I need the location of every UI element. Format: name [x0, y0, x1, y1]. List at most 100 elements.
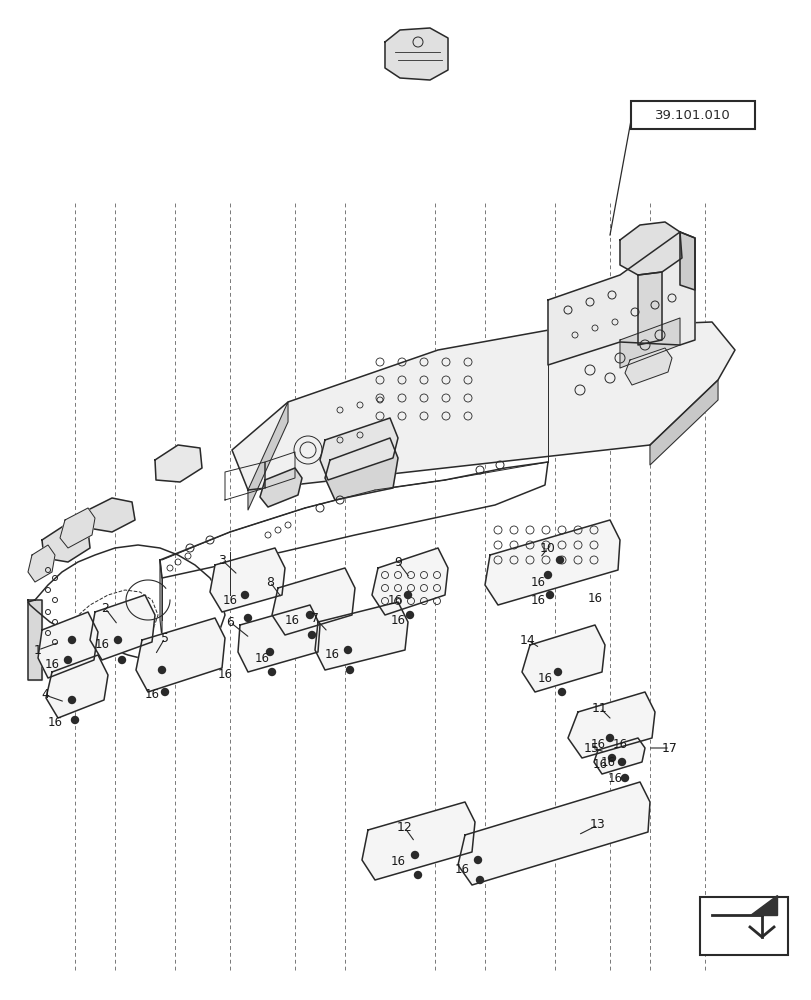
- Circle shape: [161, 688, 169, 696]
- Polygon shape: [315, 602, 407, 670]
- Polygon shape: [238, 605, 320, 672]
- Text: 16: 16: [454, 863, 469, 876]
- Polygon shape: [568, 692, 654, 758]
- Text: 16: 16: [217, 668, 232, 682]
- Circle shape: [114, 636, 122, 644]
- Circle shape: [474, 856, 481, 863]
- Polygon shape: [457, 782, 649, 885]
- Circle shape: [241, 591, 248, 598]
- Circle shape: [118, 656, 126, 664]
- Polygon shape: [232, 322, 734, 490]
- Bar: [699, 897, 787, 955]
- Polygon shape: [324, 438, 397, 500]
- Polygon shape: [28, 545, 55, 582]
- Circle shape: [71, 716, 79, 723]
- Text: 14: 14: [520, 634, 535, 646]
- Polygon shape: [46, 655, 108, 718]
- Polygon shape: [547, 232, 694, 365]
- Text: 1: 1: [34, 644, 42, 656]
- Circle shape: [406, 611, 413, 618]
- Polygon shape: [88, 498, 135, 532]
- Text: 16: 16: [390, 613, 405, 626]
- Polygon shape: [620, 222, 681, 275]
- Text: 17: 17: [661, 741, 677, 754]
- Circle shape: [544, 572, 551, 578]
- Polygon shape: [620, 318, 679, 368]
- Polygon shape: [521, 625, 604, 692]
- Text: 16: 16: [254, 652, 269, 664]
- Text: 12: 12: [397, 821, 412, 834]
- Circle shape: [344, 646, 351, 654]
- Polygon shape: [594, 738, 644, 774]
- Circle shape: [64, 656, 71, 664]
- Text: 2: 2: [101, 601, 109, 614]
- Polygon shape: [362, 802, 474, 880]
- Text: 16: 16: [611, 738, 627, 752]
- Text: 16: 16: [284, 613, 299, 626]
- Text: 9: 9: [393, 556, 401, 568]
- Circle shape: [266, 648, 273, 656]
- Circle shape: [68, 636, 75, 644]
- Text: 5: 5: [161, 632, 169, 644]
- Text: 16: 16: [144, 688, 159, 702]
- Circle shape: [244, 614, 251, 621]
- Text: 6: 6: [225, 615, 234, 628]
- Circle shape: [558, 688, 564, 696]
- Polygon shape: [272, 568, 354, 635]
- Polygon shape: [371, 548, 448, 615]
- Text: 16: 16: [47, 715, 62, 728]
- Text: 16: 16: [607, 772, 622, 784]
- Polygon shape: [624, 348, 672, 385]
- Circle shape: [411, 851, 418, 858]
- Text: 16: 16: [222, 593, 237, 606]
- Text: 7: 7: [311, 611, 319, 624]
- Polygon shape: [210, 548, 285, 612]
- FancyBboxPatch shape: [630, 101, 754, 129]
- Text: 16: 16: [390, 855, 405, 868]
- Circle shape: [306, 611, 313, 618]
- Text: 16: 16: [587, 591, 602, 604]
- Text: 3: 3: [218, 554, 225, 566]
- Circle shape: [404, 591, 411, 598]
- Circle shape: [158, 666, 165, 674]
- Polygon shape: [28, 600, 42, 680]
- Polygon shape: [155, 445, 202, 482]
- Circle shape: [618, 758, 624, 766]
- Polygon shape: [260, 468, 302, 507]
- Polygon shape: [484, 520, 620, 605]
- Text: 39.101.010: 39.101.010: [654, 109, 730, 122]
- Text: 16: 16: [530, 593, 545, 606]
- Text: 16: 16: [45, 658, 59, 672]
- Circle shape: [476, 876, 483, 884]
- Text: 16: 16: [94, 638, 109, 652]
- Text: 10: 10: [539, 542, 556, 554]
- Circle shape: [268, 668, 275, 676]
- Polygon shape: [160, 560, 162, 638]
- Circle shape: [556, 556, 563, 564]
- Text: 16: 16: [537, 672, 551, 684]
- Text: 16: 16: [530, 576, 545, 588]
- Circle shape: [620, 774, 628, 782]
- Polygon shape: [90, 595, 155, 660]
- Polygon shape: [749, 895, 776, 915]
- Polygon shape: [42, 525, 90, 562]
- Polygon shape: [649, 380, 717, 465]
- Polygon shape: [135, 618, 225, 692]
- Circle shape: [308, 632, 315, 638]
- Text: 16: 16: [600, 756, 615, 768]
- Text: 16: 16: [387, 593, 402, 606]
- Polygon shape: [60, 508, 95, 548]
- Text: 11: 11: [591, 702, 607, 714]
- Polygon shape: [637, 272, 661, 345]
- Text: 8: 8: [266, 576, 273, 588]
- Circle shape: [554, 668, 561, 676]
- Polygon shape: [320, 418, 397, 480]
- Polygon shape: [679, 232, 694, 290]
- Circle shape: [346, 666, 353, 674]
- Circle shape: [607, 754, 615, 762]
- Text: 16: 16: [324, 648, 339, 662]
- Text: 4: 4: [41, 688, 49, 702]
- Polygon shape: [247, 402, 288, 510]
- Circle shape: [68, 696, 75, 704]
- Text: 15: 15: [583, 741, 599, 754]
